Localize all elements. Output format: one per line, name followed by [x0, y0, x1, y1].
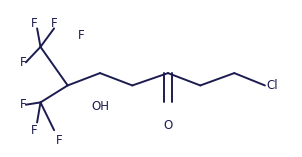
Text: F: F: [20, 98, 27, 111]
Text: Cl: Cl: [267, 79, 278, 92]
Text: O: O: [163, 119, 173, 132]
Text: F: F: [56, 134, 63, 147]
Text: OH: OH: [91, 100, 109, 113]
Text: F: F: [31, 17, 37, 30]
Text: F: F: [20, 56, 27, 69]
Text: F: F: [51, 17, 57, 30]
Text: F: F: [78, 29, 85, 42]
Text: F: F: [31, 125, 37, 137]
